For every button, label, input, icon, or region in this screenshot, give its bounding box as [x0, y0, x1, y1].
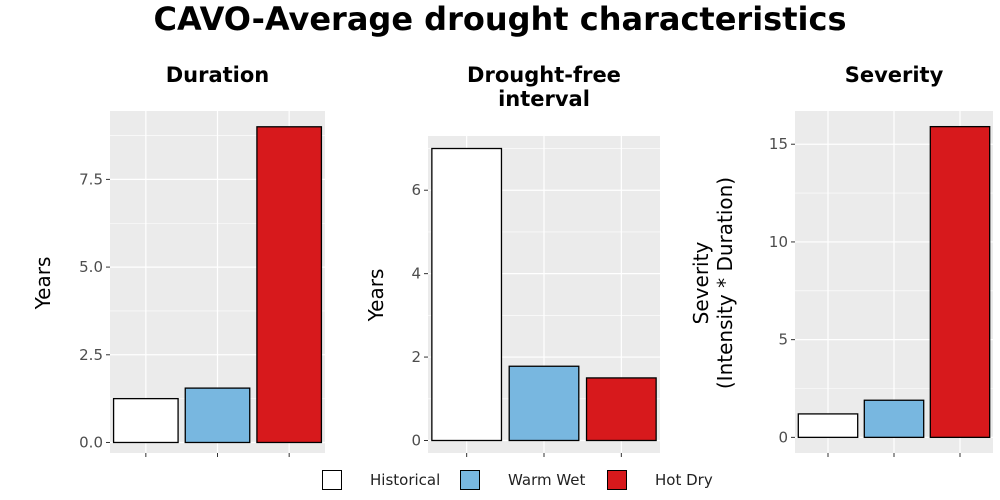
- legend-item-warm-wet: Warm Wet: [460, 470, 585, 490]
- y-axis-label: (Intensity * Duration): [713, 177, 737, 389]
- chart-canvas: 0.0 2.5 5.0 7.5 Duration Years 0 2 4 6 Drought-fre…: [31, 63, 993, 457]
- y-tick-label: 15: [769, 135, 788, 153]
- y-tick-label: 2: [411, 348, 421, 366]
- legend-swatch-hot-dry: [607, 470, 627, 490]
- y-tick-label: 10: [769, 233, 788, 251]
- legend-swatch-historical: [322, 470, 342, 490]
- chart-main-title: CAVO-Average drought characteristics: [153, 0, 847, 38]
- y-tick-label: 2.5: [79, 346, 103, 364]
- bar-historical: [431, 147, 503, 442]
- legend-label-historical: Historical: [370, 471, 441, 489]
- bar-historical: [797, 413, 859, 439]
- bar-hot-dry: [585, 377, 657, 442]
- bar-hot-dry: [256, 126, 323, 444]
- panel-title: Severity: [845, 63, 944, 87]
- y-tick-label: 0: [778, 428, 788, 446]
- legend-swatch-warm-wet: [460, 470, 480, 490]
- y-tick-label: 7.5: [79, 170, 103, 188]
- legend-label-warm-wet: Warm Wet: [508, 471, 586, 489]
- y-tick-label: 0.0: [79, 433, 103, 451]
- bar-warm-wet: [863, 399, 925, 439]
- bar-warm-wet: [508, 365, 580, 442]
- y-tick-label: 5: [778, 331, 788, 349]
- bar-historical: [112, 397, 179, 444]
- panel-1: 0.0 2.5 5.0 7.5 Duration Years: [31, 63, 325, 457]
- panel-title: interval: [498, 87, 590, 111]
- y-tick-label: 0: [411, 431, 421, 449]
- bar-hot-dry: [929, 125, 991, 439]
- y-tick-label: 6: [411, 181, 421, 199]
- legend-label-hot-dry: Hot Dry: [655, 471, 713, 489]
- panel-title: Drought-free: [467, 63, 621, 87]
- legend-item-historical: Historical: [322, 470, 440, 490]
- bar-warm-wet: [184, 387, 251, 444]
- y-axis-label: Severity: [689, 242, 713, 325]
- panel-title: Duration: [166, 63, 270, 87]
- y-axis-label: Years: [31, 257, 55, 311]
- y-tick-label: 4: [411, 265, 421, 283]
- legend-item-hot-dry: Hot Dry: [607, 470, 713, 490]
- legend: Historical Warm Wet Hot Dry: [0, 470, 1000, 496]
- y-tick-label: 5.0: [79, 258, 103, 276]
- y-axis-label: Years: [364, 269, 388, 323]
